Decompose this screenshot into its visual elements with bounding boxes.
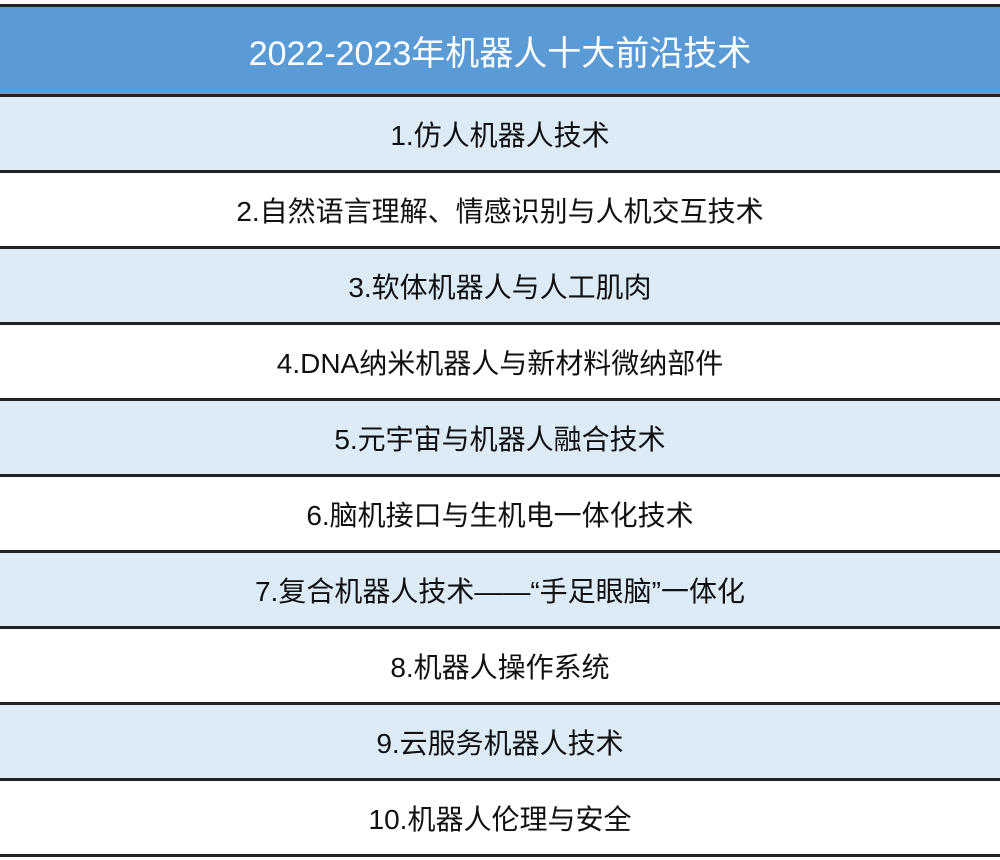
table-row: 8.机器人操作系统 bbox=[0, 629, 1000, 705]
table-row: 5.元宇宙与机器人融合技术 bbox=[0, 401, 1000, 477]
table-row: 4.DNA纳米机器人与新材料微纳部件 bbox=[0, 325, 1000, 401]
table-row: 6.脑机接口与生机电一体化技术 bbox=[0, 477, 1000, 553]
table-row: 3.软体机器人与人工肌肉 bbox=[0, 249, 1000, 325]
table-row: 7.复合机器人技术——“手足眼脑”一体化 bbox=[0, 553, 1000, 629]
table-row: 1.仿人机器人技术 bbox=[0, 97, 1000, 173]
table-title: 2022-2023年机器人十大前沿技术 bbox=[0, 7, 1000, 97]
tech-table: 2022-2023年机器人十大前沿技术 1.仿人机器人技术 2.自然语言理解、情… bbox=[0, 4, 1000, 857]
table-row: 9.云服务机器人技术 bbox=[0, 705, 1000, 781]
table-row: 10.机器人伦理与安全 bbox=[0, 781, 1000, 857]
table-row: 2.自然语言理解、情感识别与人机交互技术 bbox=[0, 173, 1000, 249]
